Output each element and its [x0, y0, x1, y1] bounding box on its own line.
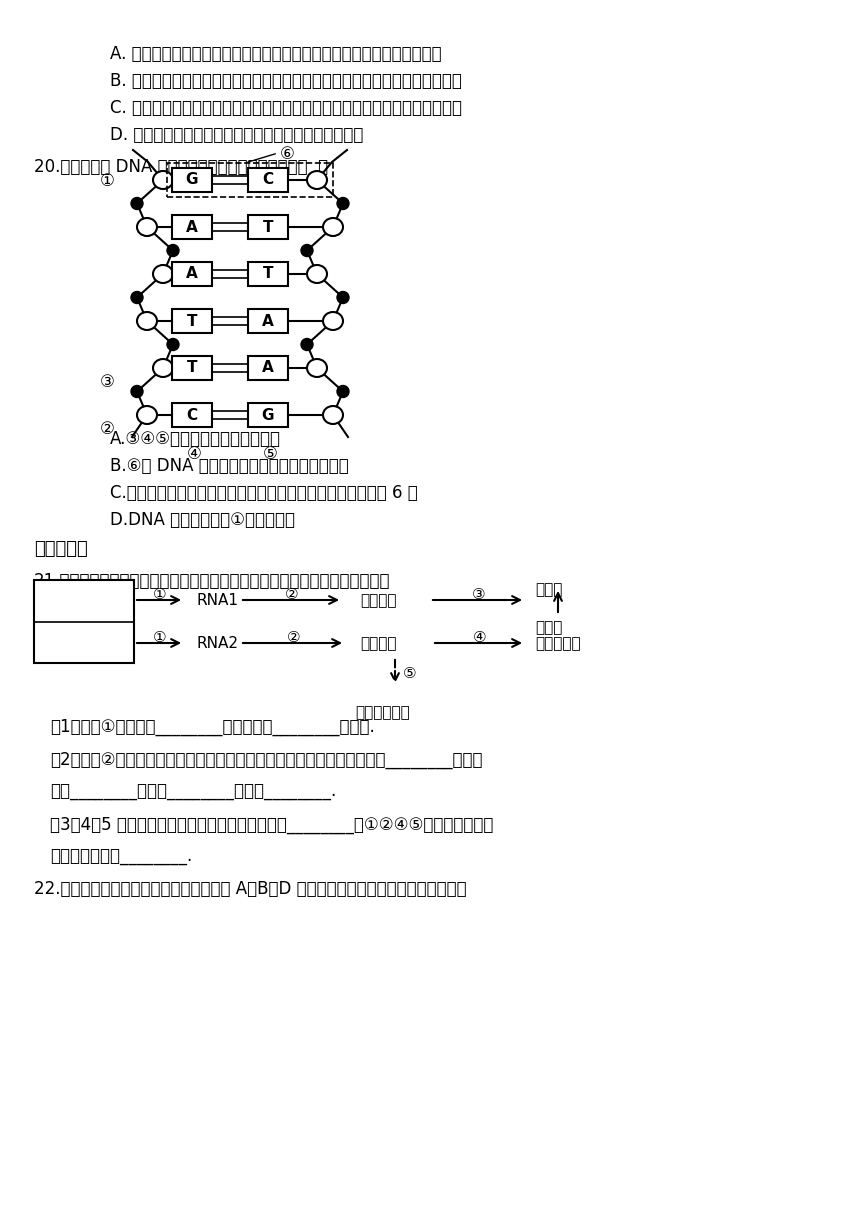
Text: T: T — [263, 220, 273, 235]
Text: ①: ① — [153, 587, 167, 602]
Text: RNA2: RNA2 — [196, 636, 238, 651]
Circle shape — [337, 385, 349, 398]
Bar — [248, 309, 288, 333]
Text: C: C — [187, 407, 198, 422]
Text: ②: ② — [285, 587, 298, 602]
Ellipse shape — [307, 171, 327, 188]
Circle shape — [167, 338, 179, 350]
Circle shape — [337, 292, 349, 304]
Bar — [172, 168, 212, 192]
Ellipse shape — [153, 265, 173, 283]
Text: A.③④⑤形成胞嘴啨啄核糖核苷酸: A.③④⑤形成胞嘴啨啄核糖核苷酸 — [110, 430, 281, 447]
Text: C.如果该片段复制两次，则至少需要游离的鸟嘟呤核糖核苷酸 6 个: C.如果该片段复制两次，则至少需要游离的鸟嘟呤核糖核苷酸 6 个 — [110, 484, 418, 502]
Text: A: A — [262, 360, 273, 376]
Circle shape — [301, 244, 313, 257]
Text: ③: ③ — [471, 587, 485, 602]
Text: T: T — [187, 314, 197, 328]
Text: （2）图中②过程表示翻译的过程，参与该过程的物质有酶、直接能源物质________、转运: （2）图中②过程表示翻译的过程，参与该过程的物质有酶、直接能源物质_______… — [50, 751, 482, 769]
Ellipse shape — [323, 218, 343, 236]
Bar — [167, 163, 333, 197]
Text: ⑥: ⑥ — [280, 145, 295, 163]
Text: ④: ④ — [187, 445, 202, 463]
Ellipse shape — [307, 265, 327, 283]
Text: D.DNA 解旋酶作用于①处的化学键: D.DNA 解旋酶作用于①处的化学键 — [110, 511, 295, 529]
Circle shape — [301, 338, 313, 350]
Ellipse shape — [307, 359, 327, 377]
Text: 制性状的途径是________.: 制性状的途径是________. — [50, 848, 193, 866]
Text: ③: ③ — [100, 373, 115, 392]
Text: ④: ④ — [472, 630, 486, 644]
Ellipse shape — [137, 218, 157, 236]
Text: G: G — [261, 407, 274, 422]
Text: 20.下图表示某 DNA 片段，有关该图的叙述正确的是（  ）: 20.下图表示某 DNA 片段，有关该图的叙述正确的是（ ） — [34, 158, 329, 176]
Text: 酪氨酸: 酪氨酸 — [535, 620, 562, 635]
Bar — [248, 402, 288, 427]
Text: C: C — [262, 173, 273, 187]
Text: C. 细胞分裂存在于个体发育整个生命过程中，细胞分化仅发生于胚胎发育阶段: C. 细胞分裂存在于个体发育整个生命过程中，细胞分化仅发生于胚胎发育阶段 — [110, 98, 462, 117]
Text: ②: ② — [286, 630, 300, 644]
Text: ①: ① — [153, 630, 167, 644]
Text: A: A — [186, 266, 198, 281]
Circle shape — [337, 197, 349, 209]
Bar — [248, 215, 288, 240]
Text: B. 细胞分化使各种细胞的遗传物质有所差异，导致细胞的形态和功能各不相同: B. 细胞分化使各种细胞的遗传物质有所差异，导致细胞的形态和功能各不相同 — [110, 72, 462, 90]
Bar — [248, 261, 288, 286]
Bar — [34, 580, 134, 663]
Text: B.⑥在 DNA 中的特定排列顺序可代表遗传信息: B.⑥在 DNA 中的特定排列顺序可代表遗传信息 — [110, 457, 349, 475]
Text: 酪氨酸酶: 酪氨酸酶 — [360, 593, 396, 608]
Text: 工具________、原料________和模板________.: 工具________、原料________和模板________. — [50, 783, 336, 801]
Text: ①: ① — [100, 171, 115, 190]
Ellipse shape — [323, 406, 343, 424]
Text: 22.如图为物质出入细胞膜的示意图，其中 A、B、D 表示细胞膜中的一些结构，据图回答：: 22.如图为物质出入细胞膜的示意图，其中 A、B、D 表示细胞膜中的一些结构，据… — [34, 880, 467, 897]
Bar — [172, 215, 212, 240]
Text: G: G — [186, 173, 199, 187]
Circle shape — [131, 292, 143, 304]
Ellipse shape — [153, 171, 173, 188]
Text: 基因 1: 基因 1 — [64, 593, 96, 608]
Circle shape — [131, 385, 143, 398]
Text: RNA1: RNA1 — [196, 593, 238, 608]
Bar — [172, 261, 212, 286]
Text: 基因 2: 基因 2 — [64, 636, 96, 651]
Text: T: T — [263, 266, 273, 281]
Bar — [172, 402, 212, 427]
Ellipse shape — [137, 406, 157, 424]
Text: 二、解答题: 二、解答题 — [34, 540, 88, 558]
Text: ⑤: ⑤ — [263, 445, 278, 463]
Text: 血红蛋白: 血红蛋白 — [360, 636, 396, 651]
Bar — [248, 168, 288, 192]
Text: 21.如图为人体内基因对不同性状的控制过程图解，根据图分析回答下列问题：: 21.如图为人体内基因对不同性状的控制过程图解，根据图分析回答下列问题： — [34, 572, 390, 590]
Text: 黑色素: 黑色素 — [535, 582, 562, 597]
Circle shape — [131, 197, 143, 209]
Text: ⑤: ⑤ — [403, 665, 416, 681]
Text: A. 个体发育过程中细胞的分裂、分化和凋亡对于生物体都是有积极意义的: A. 个体发育过程中细胞的分裂、分化和凋亡对于生物体都是有积极意义的 — [110, 45, 442, 63]
Bar — [248, 356, 288, 379]
Text: （1）图中①过程表示________过程，需要________的催化.: （1）图中①过程表示________过程，需要________的催化. — [50, 717, 375, 736]
Text: A: A — [186, 220, 198, 235]
Ellipse shape — [153, 359, 173, 377]
Text: （3）4、5 过程形成的结果存在差异的根本原因是________，①②④⑤过程说明基因控: （3）4、5 过程形成的结果存在差异的根本原因是________，①②④⑤过程说… — [50, 816, 494, 834]
Text: 正常红细胞: 正常红细胞 — [535, 636, 580, 651]
Bar — [172, 356, 212, 379]
Circle shape — [167, 244, 179, 257]
Text: D. 多细胞生物细胞的衰老与机体的衰老总是同步进行的: D. 多细胞生物细胞的衰老与机体的衰老总是同步进行的 — [110, 126, 364, 143]
Text: T: T — [187, 360, 197, 376]
Ellipse shape — [323, 313, 343, 330]
Text: ②: ② — [100, 420, 115, 438]
Text: A: A — [262, 314, 273, 328]
Bar — [172, 309, 212, 333]
Text: 镰刀型红细胞: 镰刀型红细胞 — [355, 705, 409, 720]
Ellipse shape — [137, 313, 157, 330]
